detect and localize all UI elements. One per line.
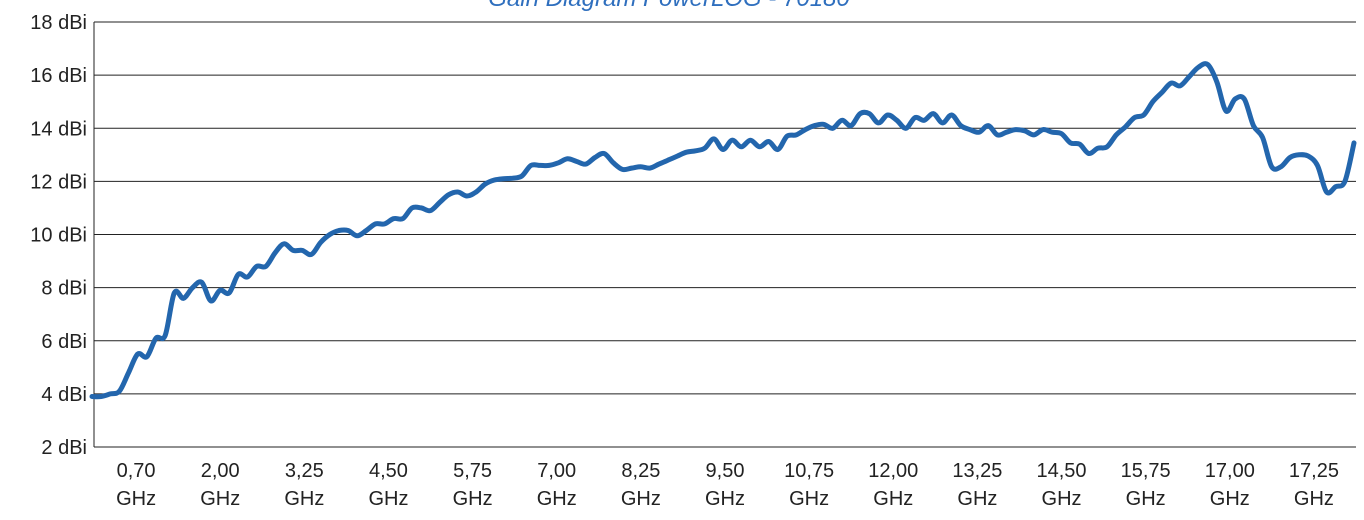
y-tick-label: 2 dBi [41,437,87,459]
y-tick-label: 8 dBi [41,278,87,300]
x-axis: 0,70 GHz 2,00 GHz 3,25 GHz 4,50 GHz 5,75 GHz 7,00 G… [116,460,1339,510]
y-tick-label: 16 dBi [30,65,87,87]
x-tick-label: 2,00 GHz [200,460,240,510]
x-tick-label: 5,75 GHz [453,460,493,510]
grid-lines [93,21,1356,448]
x-tick-label: 7,00 GHz [537,460,577,510]
y-tick-label: 12 dBi [30,171,87,193]
y-axis: 2 dBi 4 dBi 6 dBi 8 dBi 10 dBi 12 dBi 14 dBi 16… [30,12,87,459]
y-tick-label: 18 dBi [30,12,87,34]
x-tick-label: 9,50 GHz [705,460,745,510]
x-tick-label: 14,50 GHz [1037,460,1087,510]
x-tick-label: 10,75 GHz [784,460,834,510]
y-tick-label: 4 dBi [41,384,87,406]
x-tick-label: 15,75 GHz [1121,460,1171,510]
x-tick-label: 3,25 GHz [284,460,324,510]
gain-series-line [89,61,1357,400]
chart-title: Gain Diagram PowerLOG - 70180 [488,0,850,12]
x-tick-label: 17,00 GHz [1205,460,1255,510]
x-tick-label: 4,50 GHz [368,460,408,510]
y-tick-label: 14 dBi [30,118,87,140]
y-tick-label: 6 dBi [41,331,87,353]
x-tick-label: 0,70 GHz [116,460,156,510]
x-tick-label: 12,00 GHz [868,460,918,510]
x-tick-label: 8,25 GHz [621,460,661,510]
x-tick-label: 17,25 GHz [1289,460,1339,510]
x-tick-label: 13,25 GHz [952,460,1002,510]
y-tick-label: 10 dBi [30,225,87,247]
